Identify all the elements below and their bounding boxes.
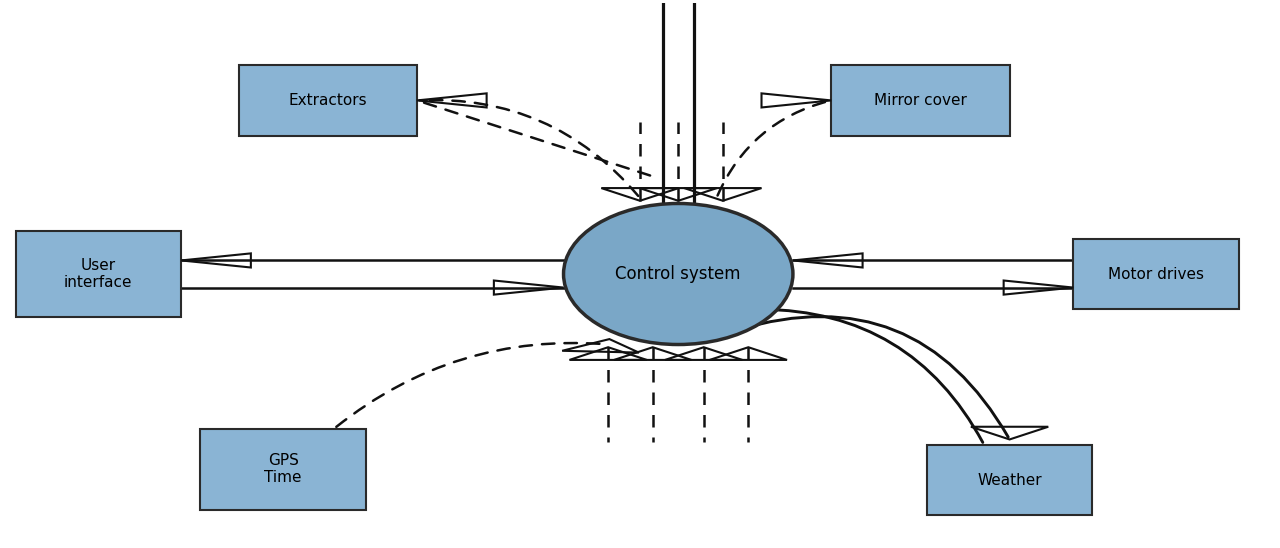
FancyBboxPatch shape bbox=[1074, 239, 1239, 309]
Text: GPS
Time: GPS Time bbox=[265, 453, 302, 486]
Text: Extractors: Extractors bbox=[288, 93, 367, 108]
Text: Control system: Control system bbox=[616, 265, 741, 283]
Text: User
interface: User interface bbox=[64, 258, 133, 290]
FancyBboxPatch shape bbox=[238, 65, 417, 136]
Ellipse shape bbox=[563, 203, 792, 345]
Text: Motor drives: Motor drives bbox=[1108, 266, 1204, 282]
Text: Mirror cover: Mirror cover bbox=[874, 93, 966, 108]
FancyBboxPatch shape bbox=[200, 429, 366, 510]
FancyBboxPatch shape bbox=[15, 231, 182, 317]
FancyBboxPatch shape bbox=[927, 445, 1092, 515]
Text: Weather: Weather bbox=[977, 472, 1042, 488]
FancyBboxPatch shape bbox=[831, 65, 1010, 136]
